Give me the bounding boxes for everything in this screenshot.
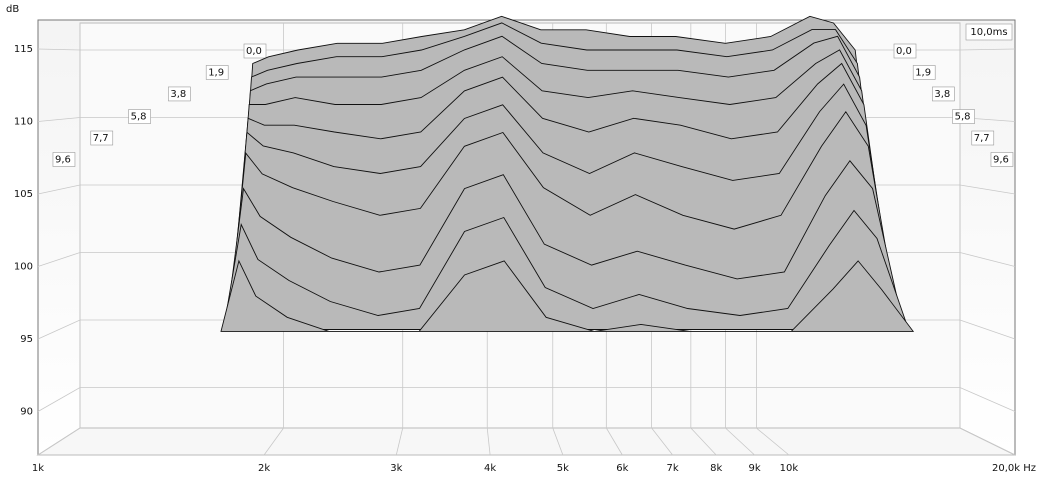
grid-line [37, 387, 1016, 412]
time-label-box [52, 152, 76, 167]
y-tick-label: 105 [14, 189, 33, 200]
x-tick-label: 1k [32, 463, 44, 474]
time-span-label: 10,0ms [970, 27, 1007, 38]
y-axis-label: dB [6, 4, 19, 15]
x-tick-label: 6k [616, 463, 628, 474]
time-label-box [90, 130, 114, 146]
time-label: 1,9 [915, 67, 931, 78]
time-label-box [243, 43, 267, 59]
time-span-box [965, 23, 1013, 41]
grid-line [37, 23, 81, 456]
x-tick-label: 20,0k Hz [992, 463, 1036, 474]
waterfall-slice [220, 259, 915, 332]
time-label: 1,9 [208, 67, 224, 78]
time-label: 7,7 [974, 133, 990, 144]
y-tick-label: 100 [14, 262, 33, 273]
floor [36, 427, 1016, 456]
time-label: 0,0 [896, 46, 912, 57]
time-label-box [168, 86, 191, 102]
x-tick-label: 7k [667, 463, 679, 474]
time-label: 9,6 [993, 154, 1009, 165]
time-label-box [205, 65, 229, 80]
grid-line [959, 23, 1016, 456]
time-label-box [912, 65, 936, 80]
waterfall-slice [225, 160, 905, 329]
x-tick-label: 3k [390, 463, 402, 474]
time-label-box [128, 109, 151, 124]
time-label-box [952, 109, 975, 124]
time-label-box [893, 43, 917, 59]
y-tick-label: 95 [20, 334, 33, 345]
time-label: 3,8 [170, 89, 186, 100]
time-label: 9,6 [55, 154, 71, 165]
time-label: 7,7 [93, 133, 109, 144]
x-tick-label: 9k [749, 463, 761, 474]
time-label: 0,0 [246, 46, 262, 57]
time-label: 3,8 [934, 89, 950, 100]
x-tick-label: 5k [557, 463, 569, 474]
x-tick-label: 4k [484, 463, 496, 474]
time-label: 5,8 [131, 112, 147, 123]
y-tick-label: 90 [20, 407, 33, 418]
y-tick-label: 115 [14, 44, 33, 55]
time-label-box [971, 130, 995, 146]
time-label-box [990, 152, 1014, 167]
y-tick-label: 110 [14, 117, 33, 128]
x-tick-label: 10k [780, 463, 799, 474]
x-tick-label: 2k [258, 463, 270, 474]
x-tick-label: 8k [710, 463, 722, 474]
time-label: 5,8 [955, 112, 971, 123]
time-label-box [932, 86, 955, 102]
